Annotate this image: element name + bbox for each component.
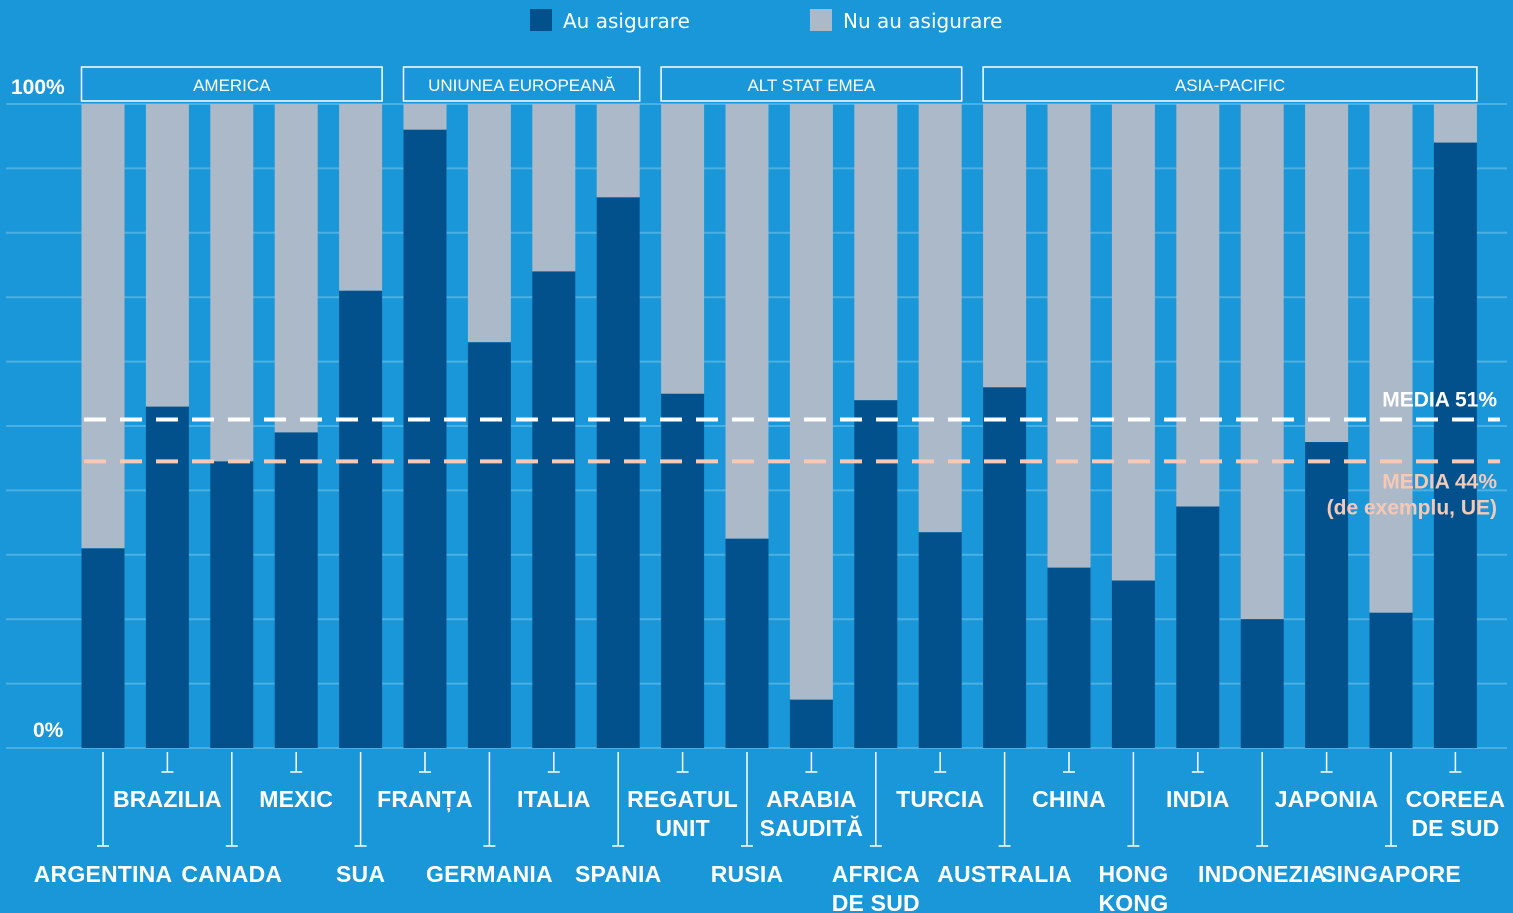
- average-lines: MEDIA 51% MEDIA 44% (de exemplu, UE): [84, 389, 1500, 519]
- bar-uninsured: [339, 104, 383, 291]
- category-label: BRAZILIA: [113, 786, 222, 812]
- region-group-box: [80, 66, 383, 102]
- region-group-label: ALT STAT EMEA: [747, 76, 876, 95]
- region-groups: AMERICA UNIUNEA EUROPEANĂ ALT STAT EMEA ASI…: [80, 66, 1478, 102]
- category-labels: ARGENTINA BRAZILIA CANADA MEXIC SUA FRANȚA GER…: [34, 752, 1505, 913]
- bar-uninsured: [1047, 104, 1091, 568]
- bar-uninsured: [983, 104, 1027, 388]
- region-group-box: [402, 66, 641, 102]
- bar-insured: [274, 432, 318, 748]
- bar-uninsured: [918, 104, 962, 533]
- bar-uninsured: [661, 104, 705, 394]
- bar-uninsured: [1305, 104, 1349, 443]
- category-label: SUA: [336, 861, 385, 887]
- category-label: INDONEZIA: [1198, 861, 1326, 887]
- bar-uninsured: [1176, 104, 1220, 507]
- category-label: AFRICA: [832, 861, 920, 887]
- region-group-box: [982, 66, 1478, 102]
- category-label: SPANIA: [575, 861, 661, 887]
- category-label: HONG: [1098, 861, 1168, 887]
- average-label: MEDIA 44%: [1382, 470, 1497, 493]
- region-group-box: [660, 66, 963, 102]
- category-label: TURCIA: [896, 786, 984, 812]
- region-group-label: ASIA-PACIFIC: [1175, 76, 1285, 95]
- bar-insured: [1111, 580, 1155, 748]
- bar-uninsured: [532, 104, 576, 272]
- bar-uninsured: [725, 104, 769, 539]
- category-label: COREEA: [1406, 786, 1506, 812]
- bar-uninsured: [1369, 104, 1413, 613]
- bar-insured: [596, 197, 640, 748]
- category-label: UNIT: [655, 815, 709, 841]
- bar-insured: [1433, 142, 1477, 748]
- category-label: AUSTRALIA: [937, 861, 1072, 887]
- category-label: INDIA: [1166, 786, 1230, 812]
- category-label: JAPONIA: [1275, 786, 1379, 812]
- bar-uninsured: [274, 104, 318, 433]
- bar-uninsured: [467, 104, 511, 343]
- category-label: MEXIC: [259, 786, 333, 812]
- category-label: CANADA: [181, 861, 282, 887]
- bar-uninsured: [854, 104, 898, 401]
- bar-insured: [1047, 567, 1091, 748]
- bar-insured: [467, 342, 511, 748]
- bar-insured: [854, 400, 898, 748]
- bar-insured: [983, 387, 1027, 748]
- bar-insured: [145, 406, 189, 748]
- region-group-label: UNIUNEA EUROPEANĂ: [428, 76, 616, 95]
- region-group-label: AMERICA: [193, 76, 271, 95]
- y-tick-max: 100%: [11, 76, 65, 99]
- bar-uninsured: [403, 104, 447, 130]
- category-label: KONG: [1098, 890, 1168, 913]
- bar-insured: [789, 699, 833, 748]
- bar-insured: [403, 129, 447, 748]
- category-label: DE SUD: [832, 890, 920, 913]
- category-label: GERMANIA: [426, 861, 553, 887]
- bars: [81, 104, 1477, 748]
- bar-uninsured: [596, 104, 640, 198]
- average-label: MEDIA 51%: [1382, 389, 1497, 412]
- legend-label-insured: Au asigurare: [563, 9, 690, 33]
- bar-insured: [1305, 442, 1349, 748]
- average-label: (de exemplu, UE): [1327, 496, 1497, 519]
- legend: Au asigurare Nu au asigurare: [530, 9, 1002, 33]
- bar-insured: [81, 548, 125, 748]
- category-label: ARABIA: [766, 786, 857, 812]
- bar-insured: [918, 532, 962, 748]
- bar-insured: [532, 271, 576, 748]
- category-label: SAUDITĂ: [760, 814, 864, 841]
- bar-insured: [1176, 506, 1220, 748]
- category-label: DE SUD: [1411, 815, 1499, 841]
- category-label: REGATUL: [627, 786, 738, 812]
- bar-uninsured: [145, 104, 189, 407]
- bar-insured: [210, 461, 254, 748]
- bar-uninsured: [81, 104, 125, 549]
- bar-insured: [1240, 619, 1284, 748]
- category-label: CHINA: [1032, 786, 1106, 812]
- bar-insured: [661, 393, 705, 748]
- legend-swatch-insured: [530, 9, 552, 31]
- bar-uninsured: [1111, 104, 1155, 581]
- category-label: SINGAPORE: [1321, 861, 1461, 887]
- bar-uninsured: [1240, 104, 1284, 620]
- y-tick-min: 0%: [33, 719, 64, 742]
- category-label: ITALIA: [517, 786, 591, 812]
- bar-insured: [339, 290, 383, 748]
- category-label: FRANȚA: [377, 786, 473, 812]
- bar-uninsured: [789, 104, 833, 700]
- category-label: RUSIA: [711, 861, 784, 887]
- bar-uninsured: [1433, 104, 1477, 143]
- bar-insured: [1369, 612, 1413, 748]
- bar-uninsured: [210, 104, 254, 462]
- bar-insured: [725, 538, 769, 748]
- category-label: ARGENTINA: [34, 861, 173, 887]
- legend-swatch-uninsured: [810, 9, 832, 31]
- legend-label-uninsured: Nu au asigurare: [843, 9, 1002, 33]
